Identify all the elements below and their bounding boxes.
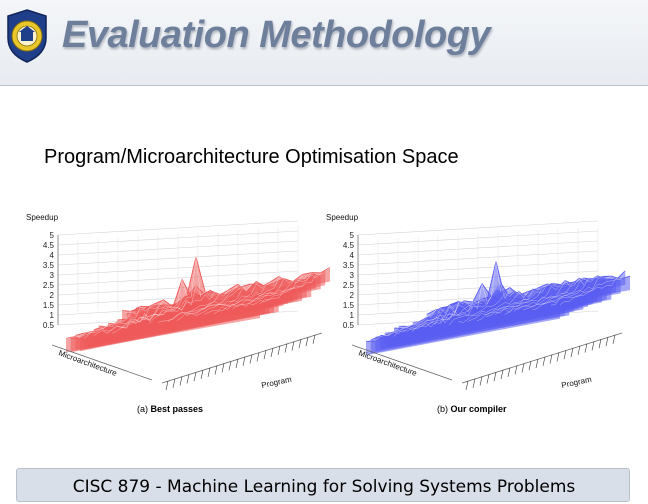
chart-b-y-label: Program	[561, 375, 593, 390]
chart-a-y-axis	[161, 332, 323, 384]
chart-b-ztick-3: 3.5	[343, 261, 355, 270]
chart-b-ztick-2: 4	[350, 251, 355, 260]
chart-b-surface	[365, 261, 631, 356]
footer-text: CISC 879 - Machine Learning for Solving …	[72, 477, 576, 497]
slide-subtitle: Program/Microarchitecture Optimisation S…	[44, 146, 459, 168]
chart-a-x-axis	[51, 344, 153, 381]
chart-a-z-label: Speedup	[26, 213, 59, 222]
surface-chart-our-compiler: 54.543.532.521.510.5 Speedup Microarchitec…	[326, 213, 631, 414]
chart-b-ztick-5: 2.5	[343, 281, 355, 290]
chart-b-y-axis	[461, 332, 623, 384]
chart-b-ztick-1: 4.5	[343, 241, 355, 250]
header-divider	[0, 85, 648, 86]
footer-bar: CISC 879 - Machine Learning for Solving …	[16, 468, 630, 502]
surface-chart-best-passes: 54.543.532.521.510.5 Speedup Microarchitec…	[26, 213, 331, 414]
chart-a-ztick-3: 3.5	[43, 261, 55, 270]
chart-a-ztick-7: 1.5	[43, 301, 55, 310]
chart-a-ztick-8: 1	[50, 311, 55, 320]
chart-b-x-axis	[351, 344, 453, 381]
chart-b-ztick-8: 1	[350, 311, 355, 320]
slide-title: Evaluation Methodology	[62, 14, 491, 56]
chart-a-ztick-6: 2	[50, 291, 55, 300]
chart-a-ztick-2: 4	[50, 251, 55, 260]
chart-a-ztick-0: 5	[50, 231, 55, 240]
chart-a-ztick-4: 3	[50, 271, 55, 280]
chart-a-y-label: Program	[261, 375, 293, 390]
chart-b-ztick-9: 0.5	[343, 321, 355, 330]
chart-a-ztick-1: 4.5	[43, 241, 55, 250]
chart-b-ztick-4: 3	[350, 271, 355, 280]
chart-a-ztick-5: 2.5	[43, 281, 55, 290]
chart-a-surface	[65, 256, 331, 353]
chart-b-ztick-7: 1.5	[343, 301, 355, 310]
chart-b-z-label: Speedup	[326, 213, 359, 222]
chart-b-x-label: Microarchitecture	[357, 348, 418, 378]
chart-b-ztick-6: 2	[350, 291, 355, 300]
slide-header	[0, 0, 648, 86]
university-crest-icon	[7, 9, 47, 63]
chart-b-caption: (b) Our compiler	[437, 404, 507, 414]
chart-a-caption: (a) Best passes	[137, 404, 203, 414]
chart-a-x-label: Microarchitecture	[57, 348, 118, 378]
chart-a-ztick-9: 0.5	[43, 321, 55, 330]
chart-b-ztick-0: 5	[350, 231, 355, 240]
